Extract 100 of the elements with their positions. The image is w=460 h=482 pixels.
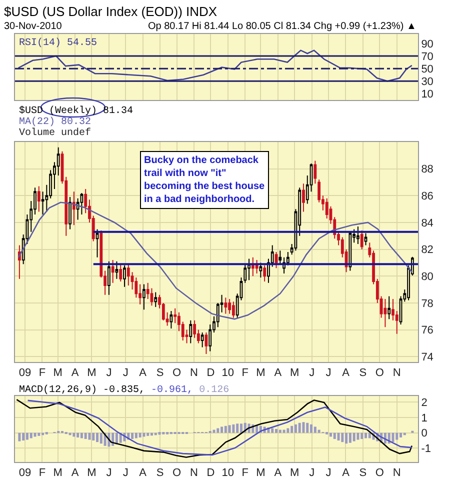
candlestick — [228, 298, 232, 314]
bar — [364, 432, 367, 438]
candlestick — [364, 232, 368, 246]
series-label: RSI(14) 54.55 — [19, 37, 98, 49]
x-tick-label: O — [375, 367, 384, 380]
candlestick — [224, 297, 228, 314]
candlestick — [248, 258, 250, 281]
x-tick-label: A — [274, 367, 282, 380]
bar — [275, 429, 278, 433]
x-tick-label: M — [290, 367, 300, 380]
bar — [314, 426, 316, 433]
candlestick — [111, 260, 114, 284]
candlestick — [232, 301, 235, 318]
x-tick-label: S — [359, 367, 367, 380]
x-tick-label: S — [359, 467, 367, 480]
candlestick — [107, 260, 110, 296]
bar — [212, 430, 216, 433]
x-tick-label: O — [375, 467, 384, 480]
x-tick-label: J — [309, 367, 315, 380]
bar — [134, 432, 138, 438]
bar — [356, 432, 360, 440]
x-tick-label: F — [242, 367, 249, 380]
bar — [392, 432, 394, 442]
bar — [131, 432, 134, 439]
bar — [88, 432, 91, 440]
bar — [396, 432, 398, 440]
bar — [138, 432, 142, 438]
text: Volume undef — [19, 127, 92, 139]
candlestick — [115, 260, 118, 280]
bar — [360, 432, 364, 439]
x-tick-label: A — [342, 367, 350, 380]
x-tick-label: M — [87, 467, 96, 480]
x-tick-label: 09 — [18, 467, 32, 480]
bar — [142, 432, 146, 437]
bar — [232, 424, 235, 433]
y-tick-label: 82 — [421, 244, 434, 256]
x-tick-label: M — [53, 367, 62, 380]
bar — [92, 432, 95, 441]
x-tick-label: M — [87, 367, 96, 380]
x-tick-label: J — [122, 367, 128, 380]
series-label: MACD(12,26,9) -0.835, — [19, 384, 146, 396]
y-tick-label: 0 — [421, 428, 428, 440]
candlestick — [259, 262, 262, 278]
y-tick-label: 76 — [421, 324, 434, 337]
candlestick — [96, 228, 99, 258]
bar — [220, 426, 224, 433]
y-tick-label: 90 — [421, 38, 434, 50]
x-tick-label: F — [242, 467, 249, 480]
y-tick-label: 88 — [421, 164, 434, 176]
candlestick — [204, 332, 208, 354]
bar — [333, 432, 336, 439]
text: 0.126 — [199, 385, 230, 396]
bar — [224, 426, 227, 433]
candlestick — [255, 260, 258, 274]
candlestick — [123, 264, 126, 288]
bar — [80, 432, 83, 438]
bar — [96, 432, 99, 442]
candlestick — [314, 160, 317, 184]
x-tick-label: O — [172, 367, 182, 380]
x-tick-label: D — [206, 467, 215, 480]
bar — [400, 432, 402, 438]
text: $USD (Weekly) 81.34 — [19, 105, 134, 117]
line-series — [18, 50, 413, 82]
candlestick — [388, 296, 391, 320]
x-tick-label: S — [156, 467, 164, 480]
y-tick-label: 30 — [421, 76, 434, 88]
text: Op 80.17 Hi 81.44 Lo 80.05 Cl 81.34 Chg +0.99 (+1.23%) ▲ — [148, 21, 416, 32]
bar — [368, 432, 371, 438]
candlestick — [37, 186, 40, 212]
candlestick — [302, 183, 305, 212]
x-tick-label: J — [122, 467, 128, 480]
x-tick-label: J — [326, 367, 332, 380]
x-tick-label: J — [106, 367, 112, 380]
x-tick-label: 10 — [222, 367, 234, 380]
candlestick — [72, 191, 76, 226]
bar — [298, 422, 301, 433]
bar — [158, 432, 161, 435]
x-tick-label: M — [290, 467, 300, 480]
candlestick — [200, 332, 204, 348]
bar — [18, 432, 21, 442]
x-tick-label: 09 — [18, 367, 32, 380]
x-tick-label: A — [71, 467, 80, 480]
candlestick — [126, 264, 130, 286]
bar — [348, 432, 352, 443]
y-tick-label: 78 — [421, 298, 434, 310]
bar — [72, 432, 76, 437]
x-tick-label: N — [190, 467, 198, 480]
y-tick-label: 10 — [421, 88, 434, 101]
x-tick-label: S — [156, 367, 164, 380]
bar — [294, 424, 297, 433]
candlestick — [274, 252, 278, 269]
bar — [216, 428, 220, 433]
x-tick-label: M — [256, 367, 266, 380]
bar — [310, 424, 313, 433]
bar — [352, 432, 356, 442]
x-tick-label: F — [38, 467, 46, 480]
bar — [26, 432, 28, 440]
candlestick — [348, 231, 352, 272]
candlestick — [251, 256, 254, 277]
bar — [278, 430, 282, 433]
